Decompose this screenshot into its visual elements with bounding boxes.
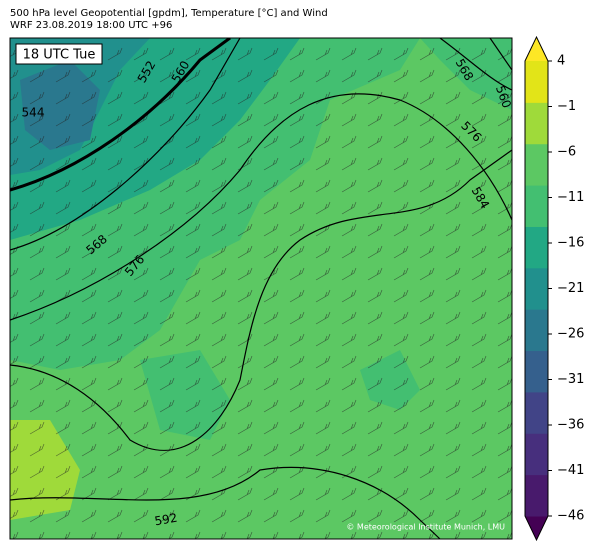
colorbar-tick-label: −41 [557, 463, 584, 478]
colorbar-band [525, 61, 548, 103]
colorbar-tick-label: 4 [557, 54, 565, 69]
colorbar: 4 −1 −6 −11 −16 −21 −26 −31 −36 −41 −46 [524, 35, 584, 542]
colorbar-extend [525, 37, 548, 61]
title: 500 hPa level Geopotential [gpdm], Tempe… [10, 8, 328, 19]
colorbar-tick-label: −16 [557, 236, 584, 251]
colorbar-band [525, 391, 548, 434]
colorbar-band [525, 226, 548, 269]
map-frame [9, 37, 513, 540]
colorbar-tick-label: −26 [557, 327, 584, 342]
colorbar-band [525, 185, 548, 227]
colorbar-extend [525, 516, 548, 540]
contour-label: 544 [22, 106, 45, 120]
contour-label: 592 [153, 511, 178, 529]
colorbar-tick-label: −31 [557, 372, 584, 387]
colorbar-band [525, 102, 548, 145]
colorbar-band [525, 309, 548, 352]
subtitle: WRF 23.08.2019 18:00 UTC +96 [10, 20, 172, 31]
colorbar-band [525, 350, 548, 393]
time-box [15, 43, 103, 65]
colorbar-band [525, 474, 548, 517]
colorbar-tick-label: −21 [557, 281, 584, 296]
colorbar-band [525, 267, 548, 310]
credit: © Meteorological Institute Munich, LMU [346, 523, 505, 532]
time-label: 18 UTC Tue [23, 48, 96, 63]
colorbar-band [525, 143, 548, 186]
colorbar-tick-label: −1 [557, 99, 576, 114]
colorbar-tick-label: −36 [557, 418, 584, 433]
colorbar-tick-label: −6 [557, 145, 576, 160]
colorbar-tick-label: −11 [557, 190, 584, 205]
colorbar-tick-label: −46 [557, 509, 584, 524]
colorbar-band [525, 433, 548, 476]
